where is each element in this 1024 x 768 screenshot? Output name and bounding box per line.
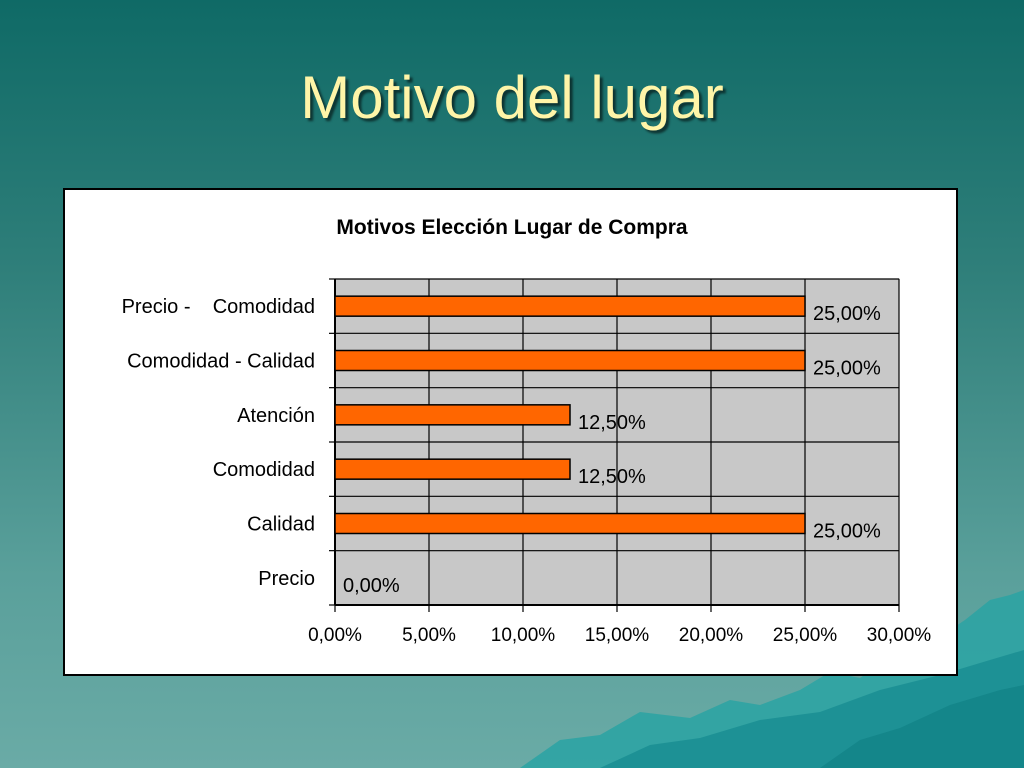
- category-label: Precio - Comodidad: [122, 296, 315, 318]
- chart-title: Motivos Elección Lugar de Compra: [336, 216, 688, 239]
- category-label: Atención: [237, 405, 315, 427]
- x-tick-label: 0,00%: [308, 625, 362, 646]
- bar: [334, 349, 806, 372]
- category-label: Comodidad - Calidad: [127, 351, 315, 373]
- data-label: 25,00%: [813, 358, 881, 380]
- bar-chart: 0,00% 5,00% 10,00% 15,00% 20,00% 25,00% 30,00%…: [122, 216, 932, 646]
- x-tick-label: 30,00%: [867, 625, 932, 646]
- slide-title: Motivo del lugar: [300, 64, 724, 131]
- bar: [334, 512, 806, 535]
- x-tick-label: 15,00%: [585, 625, 650, 646]
- category-label: Precio: [258, 568, 315, 590]
- data-label: 12,50%: [578, 466, 646, 488]
- category-label: Comodidad: [213, 459, 315, 481]
- x-tick-label: 10,00%: [491, 625, 556, 646]
- data-label: 25,00%: [813, 303, 881, 325]
- data-label: 12,50%: [578, 412, 646, 434]
- bar: [334, 404, 571, 426]
- data-label: 0,00%: [343, 575, 400, 597]
- bar: [334, 295, 806, 317]
- data-label: 25,00%: [813, 521, 881, 543]
- x-tick-label: 25,00%: [773, 625, 838, 646]
- x-tick-label: 5,00%: [402, 625, 456, 646]
- x-tick-label: 20,00%: [679, 625, 744, 646]
- category-label: Calidad: [247, 514, 315, 536]
- chart-panel: 0,00% 5,00% 10,00% 15,00% 20,00% 25,00% 30,00%…: [63, 188, 958, 676]
- bar: [334, 458, 571, 480]
